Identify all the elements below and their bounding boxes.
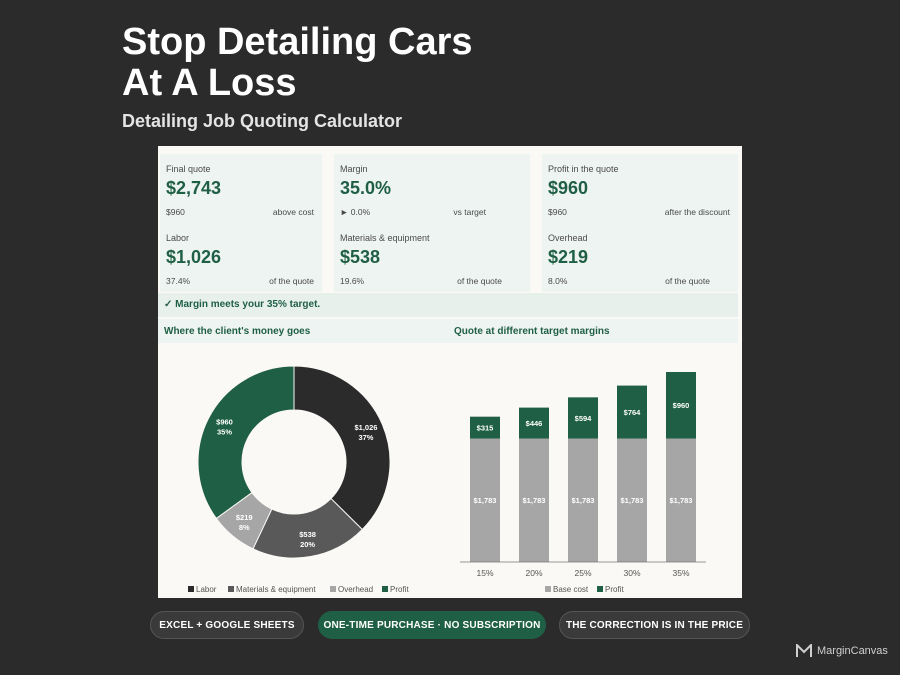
legend-swatch — [188, 586, 194, 592]
margin-status-banner: ✓ Margin meets your 35% target. — [158, 293, 738, 317]
donut-slice-labor — [293, 365, 391, 531]
kpi-sub: 37.4% of the quote — [166, 276, 314, 286]
headline-line-1: Stop Detailing Cars — [122, 21, 473, 63]
bar-profit — [519, 407, 549, 439]
legend-label: Profit — [390, 585, 409, 594]
bar-profit-label: $764 — [624, 408, 642, 417]
bar-profit-label: $594 — [575, 414, 593, 423]
kpi-sub-left: ► 0.0% — [340, 207, 371, 217]
kpi-sub: ► 0.0% vs target — [340, 207, 486, 217]
donut-value-label: $538 — [299, 530, 316, 539]
x-tick-label: 25% — [574, 568, 591, 578]
kpi-sub-right: of the quote — [269, 276, 314, 286]
legend-label: Materials & equipment — [236, 585, 316, 594]
donut-pct-label: 20% — [300, 540, 315, 549]
bar-base-cost — [519, 438, 549, 562]
bar-base-label: $1,783 — [474, 496, 497, 505]
kpi-value: 35.0% — [340, 178, 392, 198]
kpi-sub-right: above cost — [272, 207, 314, 217]
kpi-value: $960 — [548, 178, 589, 198]
bar-profit — [568, 397, 598, 439]
section-title-money: Where the client's money goes — [158, 319, 448, 343]
donut-pct-label: 8% — [239, 523, 250, 532]
legend-swatch — [545, 586, 551, 592]
bar-base-label: $1,783 — [670, 496, 693, 505]
legend-label: Overhead — [338, 585, 373, 594]
kpi-value: $2,743 — [166, 178, 222, 198]
legend-swatch — [228, 586, 234, 592]
donut-value-label: $219 — [236, 513, 253, 522]
kpi-sub-left: $960 — [548, 207, 567, 217]
donut-slice-profit — [197, 365, 295, 520]
donut-value-label: $960 — [216, 418, 233, 427]
kpi-label: Overhead — [548, 233, 588, 243]
legend-label: Base cost — [553, 585, 589, 594]
donut-pct-label: 35% — [217, 428, 232, 437]
kpi-sub-right: of the quote — [665, 276, 710, 286]
charts-area: $1,026 37% $538 20% $219 8% $960 35% Labor Materi… — [158, 346, 742, 598]
bar-base-cost — [617, 438, 647, 562]
x-tick-label: 35% — [672, 568, 689, 578]
bar-profit-label: $446 — [526, 419, 543, 428]
kpi-sub: 19.6% of the quote — [340, 276, 502, 286]
pill-excel-google-sheets: EXCEL + GOOGLE SHEETS — [150, 611, 304, 639]
bar-base-cost — [470, 438, 500, 562]
x-tick-label: 30% — [623, 568, 640, 578]
bar-profit-label: $960 — [673, 401, 690, 410]
kpi-sub-left: 8.0% — [548, 276, 568, 286]
bar-profit-label: $315 — [477, 424, 494, 433]
calculator-sheet: Final quote $2,743 $960 above cost Labor… — [158, 146, 742, 598]
legend-swatch — [597, 586, 603, 592]
legend-swatch — [330, 586, 336, 592]
kpi-sub: $960 above cost — [166, 207, 314, 217]
brand-logo: MarginCanvas — [796, 644, 888, 658]
kpi-sub: $960 after the discount — [548, 207, 730, 217]
kpi-sub-left: $960 — [166, 207, 185, 217]
kpi-label: Materials & equipment — [340, 233, 430, 243]
x-tick-label: 20% — [525, 568, 542, 578]
bar-base-label: $1,783 — [621, 496, 644, 505]
legend-swatch — [382, 586, 388, 592]
kpi-sub-left: 19.6% — [340, 276, 365, 286]
kpi-final-quote: Final quote $2,743 $960 above cost Labor… — [160, 154, 322, 292]
donut-value-label: $1,026 — [354, 423, 377, 432]
kpi-label: Profit in the quote — [548, 164, 619, 174]
x-tick-label: 15% — [476, 568, 493, 578]
kpi-sub-right: of the quote — [457, 276, 502, 286]
bar-base-cost — [568, 438, 598, 562]
legend-label: Profit — [605, 585, 624, 594]
bar-base-cost — [666, 438, 696, 562]
kpi-sub-right: vs target — [453, 207, 486, 217]
kpi-label: Labor — [166, 233, 190, 243]
kpi-sub: 8.0% of the quote — [548, 276, 710, 286]
kpi-sub-right: after the discount — [664, 207, 730, 217]
pill-one-time-purchase: ONE-TIME PURCHASE · NO SUBSCRIPTION — [318, 611, 546, 639]
bar-base-label: $1,783 — [523, 496, 546, 505]
kpi-margin: Margin 35.0% ► 0.0% vs target Materials … — [334, 154, 530, 292]
bar-profit — [470, 416, 500, 439]
bar-profit — [666, 372, 696, 439]
kpi-label: Margin — [340, 164, 368, 174]
section-title-margins: Quote at different target margins — [448, 319, 738, 343]
kpi-value: $1,026 — [166, 247, 222, 267]
headline: Stop Detailing Cars At A Loss — [122, 22, 473, 104]
donut-pct-label: 37% — [358, 433, 373, 442]
margincanvas-logo-icon — [796, 644, 812, 657]
stacked-bar-chart: $1,783 $315 15% $1,783 $446 20% $1,783 $594 25% $… — [460, 372, 706, 594]
brand-name: MarginCanvas — [817, 645, 888, 657]
kpi-profit: Profit in the quote $960 $960 after the … — [542, 154, 738, 292]
subheadline: Detailing Job Quoting Calculator — [122, 111, 403, 131]
kpi-value: $219 — [548, 247, 589, 267]
kpi-label: Final quote — [166, 164, 211, 174]
headline-line-2: At A Loss — [122, 62, 297, 104]
bar-profit — [617, 385, 647, 439]
bar-base-label: $1,783 — [572, 496, 595, 505]
kpi-sub-left: 37.4% — [166, 276, 191, 286]
kpi-value: $538 — [340, 247, 381, 267]
legend-label: Labor — [196, 585, 217, 594]
pill-correction-in-price: THE CORRECTION IS IN THE PRICE — [559, 611, 750, 639]
